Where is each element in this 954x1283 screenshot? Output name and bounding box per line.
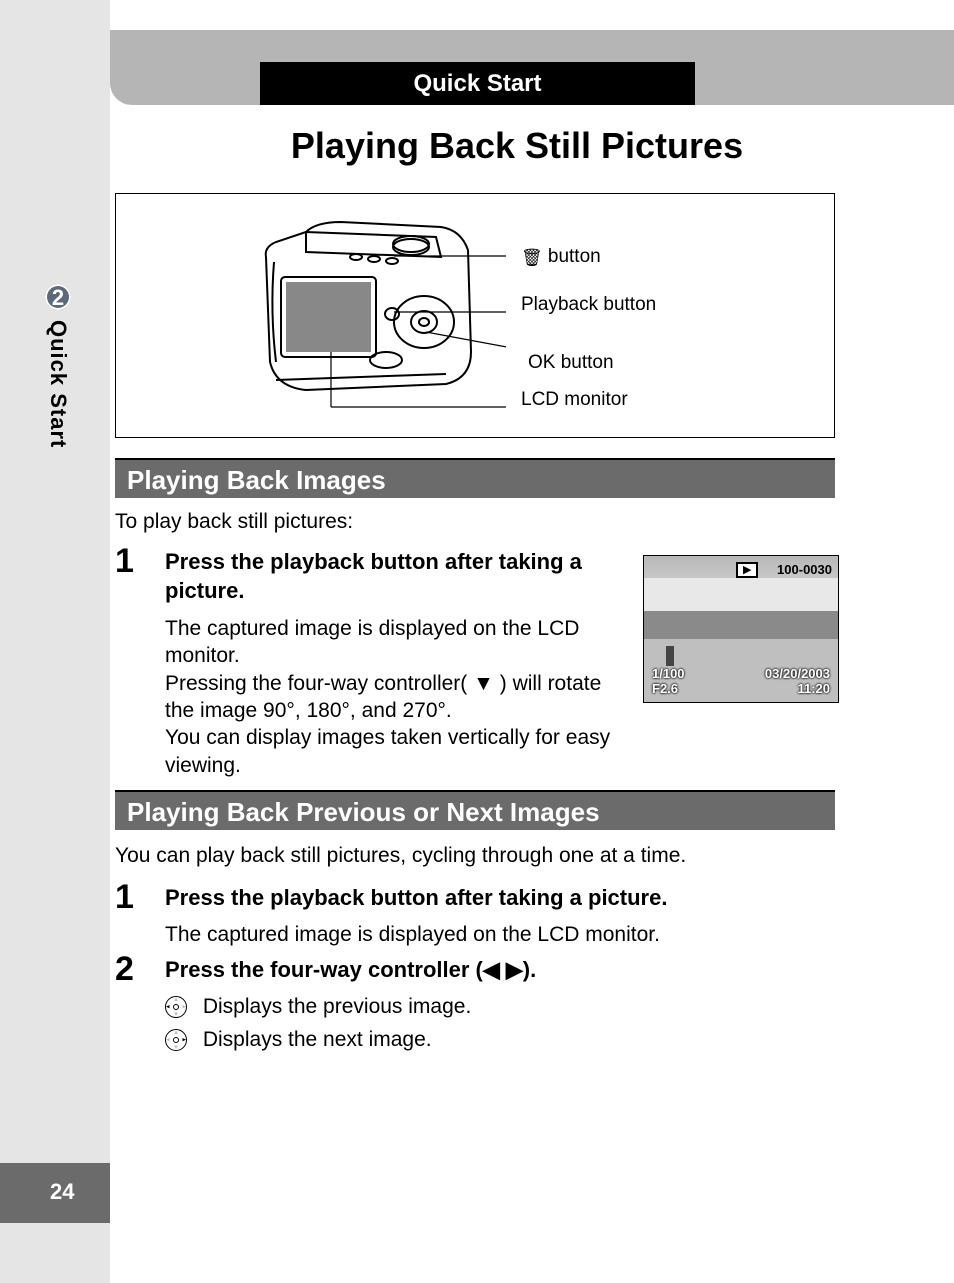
chapter-label: Quick Start: [45, 320, 71, 448]
header-pill: Quick Start: [260, 62, 695, 105]
page-title: Playing Back Still Pictures: [120, 125, 914, 167]
side-tab: 2 Quick Start: [18, 280, 98, 453]
lcd-exposure: 1/100 F2.6: [652, 667, 685, 696]
step1-num: 1: [115, 542, 134, 581]
s2-step1-num: 1: [115, 878, 134, 917]
section2-intro: You can play back still pictures, cyclin…: [115, 842, 835, 869]
s2-step1-title: Press the playback button after taking a…: [165, 884, 835, 913]
lcd-datetime: 03/20/2003 11:20: [765, 667, 830, 696]
section-heading-1: Playing Back Images: [115, 458, 835, 498]
step1-body2: Pressing the four-way controller( ▼ ) wi…: [165, 670, 620, 725]
controller-left-icon: ▴▾◂▸: [165, 996, 187, 1018]
s2-step2-num: 2: [115, 950, 134, 989]
s2-step1-body: The captured image is displayed on the L…: [165, 921, 835, 948]
s2-step2-prev: Displays the previous image.: [203, 995, 471, 1018]
lcd-date: 03/20/2003: [765, 666, 830, 681]
diagram-label-trash-text: button: [548, 246, 601, 267]
diagram-label-lcd: LCD monitor: [521, 389, 628, 411]
diagram-label-trash: 🗑 button: [521, 246, 601, 268]
chapter-badge: 2: [41, 280, 75, 314]
lcd-preview: 100-0030 1/100 F2.6 03/20/2003 11:20: [643, 555, 839, 703]
lcd-time: 11:20: [797, 681, 830, 696]
page: 24 2 Quick Start Quick Start Playing Bac…: [0, 0, 954, 1283]
s2-step2-title: Press the four-way controller (◀ ▶).: [165, 956, 835, 985]
page-number: 24: [50, 1179, 74, 1205]
section-heading-2: Playing Back Previous or Next Images: [115, 790, 835, 830]
trash-icon: 🗑: [521, 248, 543, 267]
section1-intro: To play back still pictures:: [115, 508, 353, 535]
diagram-label-playback: Playback button: [521, 294, 656, 316]
step1-title: Press the playback button after taking a…: [165, 548, 620, 605]
step1-body1: The captured image is displayed on the L…: [165, 615, 620, 670]
controller-right-icon: ▴▾◂▸: [165, 1029, 187, 1051]
playback-mode-icon: [736, 562, 758, 578]
camera-diagram: 🗑 button Playback button OK button LCD m…: [115, 193, 835, 438]
camera-illustration: [246, 202, 506, 427]
lcd-aperture: F2.6: [652, 681, 678, 696]
lcd-file-number: 100-0030: [777, 562, 832, 577]
left-margin: [0, 0, 110, 1283]
s2-step2-next: Displays the next image.: [203, 1028, 432, 1051]
lcd-shutter: 1/100: [652, 666, 685, 681]
step1-body3: You can display images taken vertically …: [165, 724, 620, 779]
diagram-label-ok: OK button: [528, 352, 614, 374]
